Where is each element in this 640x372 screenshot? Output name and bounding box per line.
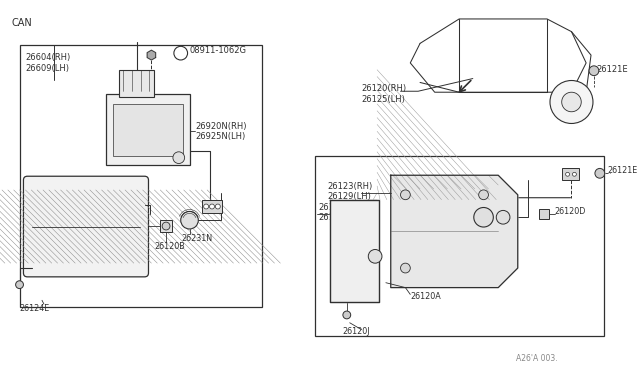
Text: CAN: CAN: [12, 18, 33, 28]
FancyBboxPatch shape: [24, 176, 148, 277]
Text: 26121E: 26121E: [596, 65, 628, 74]
Circle shape: [343, 311, 351, 319]
Circle shape: [15, 281, 24, 289]
Circle shape: [562, 92, 581, 112]
Text: 26120B: 26120B: [154, 242, 185, 251]
Text: 26604(RH)
26609(LH): 26604(RH) 26609(LH): [26, 53, 70, 73]
Bar: [20, 45, 262, 307]
Text: 26231N: 26231N: [182, 234, 213, 243]
Circle shape: [595, 169, 605, 178]
Circle shape: [589, 66, 599, 76]
Circle shape: [474, 208, 493, 227]
Text: N: N: [177, 49, 184, 58]
Bar: [562, 169, 579, 180]
Circle shape: [204, 204, 209, 209]
Circle shape: [401, 190, 410, 200]
Text: 26121E: 26121E: [607, 166, 638, 175]
Text: 26120(RH)
26125(LH): 26120(RH) 26125(LH): [362, 84, 406, 104]
Circle shape: [572, 172, 577, 176]
Text: 26121(RH)
26126(LH): 26121(RH) 26126(LH): [319, 203, 364, 222]
Bar: [113, 104, 182, 156]
Circle shape: [173, 152, 184, 164]
Bar: [314, 156, 604, 336]
Bar: [540, 209, 549, 219]
Circle shape: [496, 211, 510, 224]
Text: 08911-1062G: 08911-1062G: [189, 46, 246, 55]
Circle shape: [162, 222, 170, 230]
Text: 26920N(RH)
26925N(LH): 26920N(RH) 26925N(LH): [195, 122, 247, 141]
Circle shape: [209, 204, 214, 209]
Text: 26120J: 26120J: [342, 327, 369, 336]
Circle shape: [174, 46, 188, 60]
Circle shape: [479, 190, 488, 200]
Bar: [119, 70, 154, 97]
Bar: [202, 200, 221, 214]
Text: 26124E: 26124E: [20, 304, 50, 313]
Circle shape: [401, 263, 410, 273]
Polygon shape: [330, 200, 379, 302]
Text: 26120A: 26120A: [410, 292, 441, 301]
Circle shape: [566, 172, 570, 176]
Bar: [106, 94, 191, 166]
Bar: [160, 220, 172, 232]
Circle shape: [368, 250, 382, 263]
Circle shape: [180, 211, 198, 229]
Circle shape: [216, 204, 220, 209]
Text: A26'A 003.: A26'A 003.: [516, 354, 557, 363]
Text: 26123(RH)
26129(LH): 26123(RH) 26129(LH): [327, 182, 372, 202]
Circle shape: [550, 80, 593, 124]
Text: 26120D: 26120D: [555, 207, 586, 216]
Polygon shape: [147, 50, 156, 60]
Polygon shape: [391, 175, 518, 288]
